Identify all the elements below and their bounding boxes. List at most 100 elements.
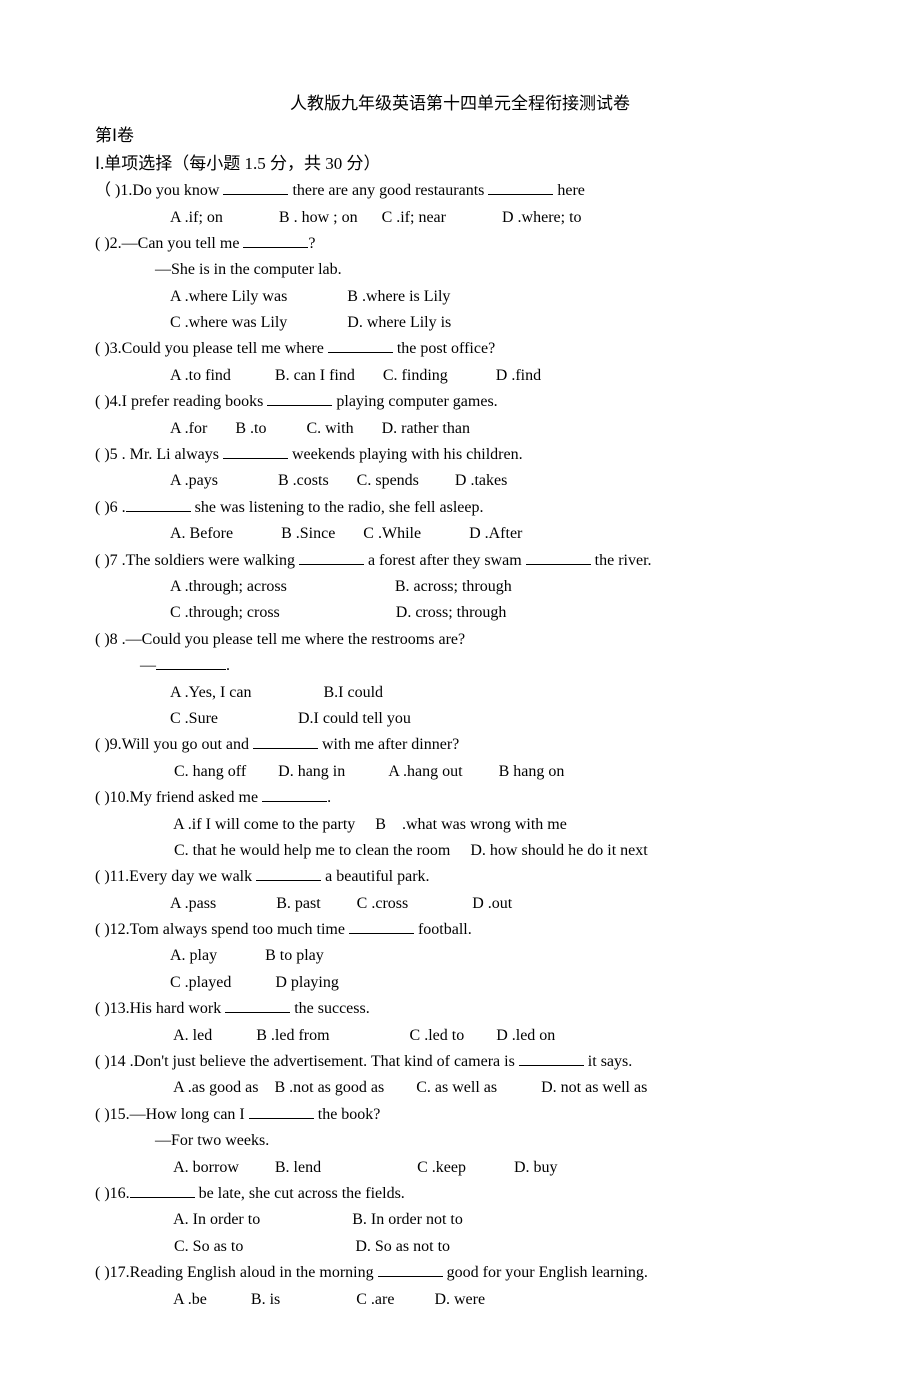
stem-text: the post office? (393, 340, 495, 357)
question-6: ( )6 . she was listening to the radio, s… (95, 495, 825, 548)
question-stem: ( )11.Every day we walk a beautiful park… (95, 864, 825, 890)
question-number: ( )12 (95, 921, 126, 938)
stem-text: .—Could you please tell me where the res… (118, 631, 465, 648)
question-17: ( )17.Reading English aloud in the morni… (95, 1260, 825, 1313)
question-options: A .as good as B .not as good as C. as we… (95, 1075, 825, 1101)
question-number: ( )2 (95, 235, 118, 252)
part-heading: 第Ⅰ卷 (95, 122, 825, 150)
question-stem: ( )3.Could you please tell me where the … (95, 336, 825, 362)
question-number: ( )3 (95, 340, 118, 357)
stem-text: with me after dinner? (318, 736, 459, 753)
questions-container: （ )1.Do you know there are any good rest… (95, 178, 825, 1313)
question-stem: ( )17.Reading English aloud in the morni… (95, 1260, 825, 1286)
stem-text: here (553, 182, 585, 199)
question-options-line: A .if I will come to the party B .what w… (95, 812, 825, 838)
question-number: ( )16 (95, 1185, 126, 1202)
question-options: A .to find B. can I find C. finding D .f… (95, 363, 825, 389)
document-page: 人教版九年级英语第十四单元全程衔接测试卷 第Ⅰ卷 Ⅰ.单项选择（每小题 1.5 … (0, 0, 920, 1373)
stem-text: . (118, 499, 126, 516)
question-stem: ( )16. be late, she cut across the field… (95, 1181, 825, 1207)
stem-text: a forest after they swam (364, 552, 526, 569)
question-stem: ( )7 .The soldiers were walking a forest… (95, 548, 825, 574)
stem-text: weekends playing with his children. (288, 446, 523, 463)
section-heading: Ⅰ.单项选择（每小题 1.5 分，共 30 分） (95, 150, 825, 178)
question-15: ( )15.—How long can I the book?—For two … (95, 1102, 825, 1181)
question-stem: （ )1.Do you know there are any good rest… (95, 178, 825, 204)
question-14: ( )14 .Don't just believe the advertisem… (95, 1049, 825, 1102)
question-number: ( )13 (95, 1000, 126, 1017)
stem-text: .My friend asked me (126, 789, 262, 806)
question-7: ( )7 .The soldiers were walking a forest… (95, 548, 825, 627)
question-12: ( )12.Tom always spend too much time foo… (95, 917, 825, 996)
document-title: 人教版九年级英语第十四单元全程衔接测试卷 (95, 90, 825, 118)
question-number: ( )9 (95, 736, 118, 753)
question-options-line: A. play B to play (95, 943, 825, 969)
question-stem: ( )8 .—Could you please tell me where th… (95, 627, 825, 653)
question-options: A .be B. is C .are D. were (95, 1287, 825, 1313)
question-sub: —. (95, 653, 825, 679)
stem-text: .Could you please tell me where (118, 340, 328, 357)
question-number: ( )15 (95, 1106, 126, 1123)
stem-text: football. (414, 921, 472, 938)
question-1: （ )1.Do you know there are any good rest… (95, 178, 825, 231)
question-options: A. borrow B. lend C .keep D. buy (95, 1155, 825, 1181)
stem-text: . (327, 789, 331, 806)
stem-text: .Don't just believe the advertisement. T… (126, 1053, 519, 1070)
question-11: ( )11.Every day we walk a beautiful park… (95, 864, 825, 917)
question-options: A .for B .to C. with D. rather than (95, 416, 825, 442)
stem-text: playing computer games. (332, 393, 497, 410)
question-number: ( )7 (95, 552, 118, 569)
stem-text: .I prefer reading books (118, 393, 268, 410)
question-stem: ( )9.Will you go out and with me after d… (95, 732, 825, 758)
stem-text: .—How long can I (126, 1106, 249, 1123)
question-2: ( )2.—Can you tell me ?—She is in the co… (95, 231, 825, 337)
stem-text: . Mr. Li always (118, 446, 223, 463)
stem-text: .The soldiers were walking (118, 552, 299, 569)
stem-text: .Every day we walk (125, 868, 256, 885)
question-9: ( )9.Will you go out and with me after d… (95, 732, 825, 785)
question-stem: ( )12.Tom always spend too much time foo… (95, 917, 825, 943)
question-options: A .pays B .costs C. spends D .takes (95, 468, 825, 494)
question-stem: ( )4.I prefer reading books playing comp… (95, 389, 825, 415)
question-options-line: A .where Lily was B .where is Lily (95, 284, 825, 310)
question-number: ( )14 (95, 1053, 126, 1070)
question-options-line: A .through; across B. across; through (95, 574, 825, 600)
question-options: C. hang off D. hang in A .hang out B han… (95, 759, 825, 785)
question-number: ( )17 (95, 1264, 126, 1281)
stem-text: it says. (584, 1053, 632, 1070)
question-5: ( )5 . Mr. Li always weekends playing wi… (95, 442, 825, 495)
stem-text: .Do you know (128, 182, 223, 199)
stem-text: .Tom always spend too much time (126, 921, 349, 938)
question-options-line: A .Yes, I can B.I could (95, 680, 825, 706)
stem-text: .Reading English aloud in the morning (126, 1264, 378, 1281)
stem-text: be late, she cut across the fields. (195, 1185, 405, 1202)
question-16: ( )16. be late, she cut across the field… (95, 1181, 825, 1260)
stem-text: good for your English learning. (443, 1264, 648, 1281)
stem-text: .His hard work (126, 1000, 226, 1017)
stem-text: the book? (314, 1106, 381, 1123)
question-stem: ( )15.—How long can I the book? (95, 1102, 825, 1128)
question-number: ( )11 (95, 868, 125, 885)
stem-text: .—Can you tell me (118, 235, 244, 252)
question-stem: ( )13.His hard work the success. (95, 996, 825, 1022)
question-number: ( )10 (95, 789, 126, 806)
question-3: ( )3.Could you please tell me where the … (95, 336, 825, 389)
question-stem: ( )14 .Don't just believe the advertisem… (95, 1049, 825, 1075)
question-options-line: C .played D playing (95, 970, 825, 996)
question-4: ( )4.I prefer reading books playing comp… (95, 389, 825, 442)
question-options: A .if; on B . how ; on C .if; near D .wh… (95, 205, 825, 231)
question-8: ( )8 .—Could you please tell me where th… (95, 627, 825, 733)
question-number: ( )6 (95, 499, 118, 516)
question-stem: ( )6 . she was listening to the radio, s… (95, 495, 825, 521)
question-sub: —For two weeks. (95, 1128, 825, 1154)
question-options-line: C. So as to D. So as not to (95, 1234, 825, 1260)
question-stem: ( )10.My friend asked me . (95, 785, 825, 811)
stem-text: the river. (591, 552, 652, 569)
question-number: ( )4 (95, 393, 118, 410)
stem-text: she was listening to the radio, she fell… (191, 499, 484, 516)
stem-text: there are any good restaurants (288, 182, 488, 199)
question-number: ( )8 (95, 631, 118, 648)
question-options-line: C .through; cross D. cross; through (95, 600, 825, 626)
question-stem: ( )5 . Mr. Li always weekends playing wi… (95, 442, 825, 468)
question-options: A. Before B .Since C .While D .After (95, 521, 825, 547)
